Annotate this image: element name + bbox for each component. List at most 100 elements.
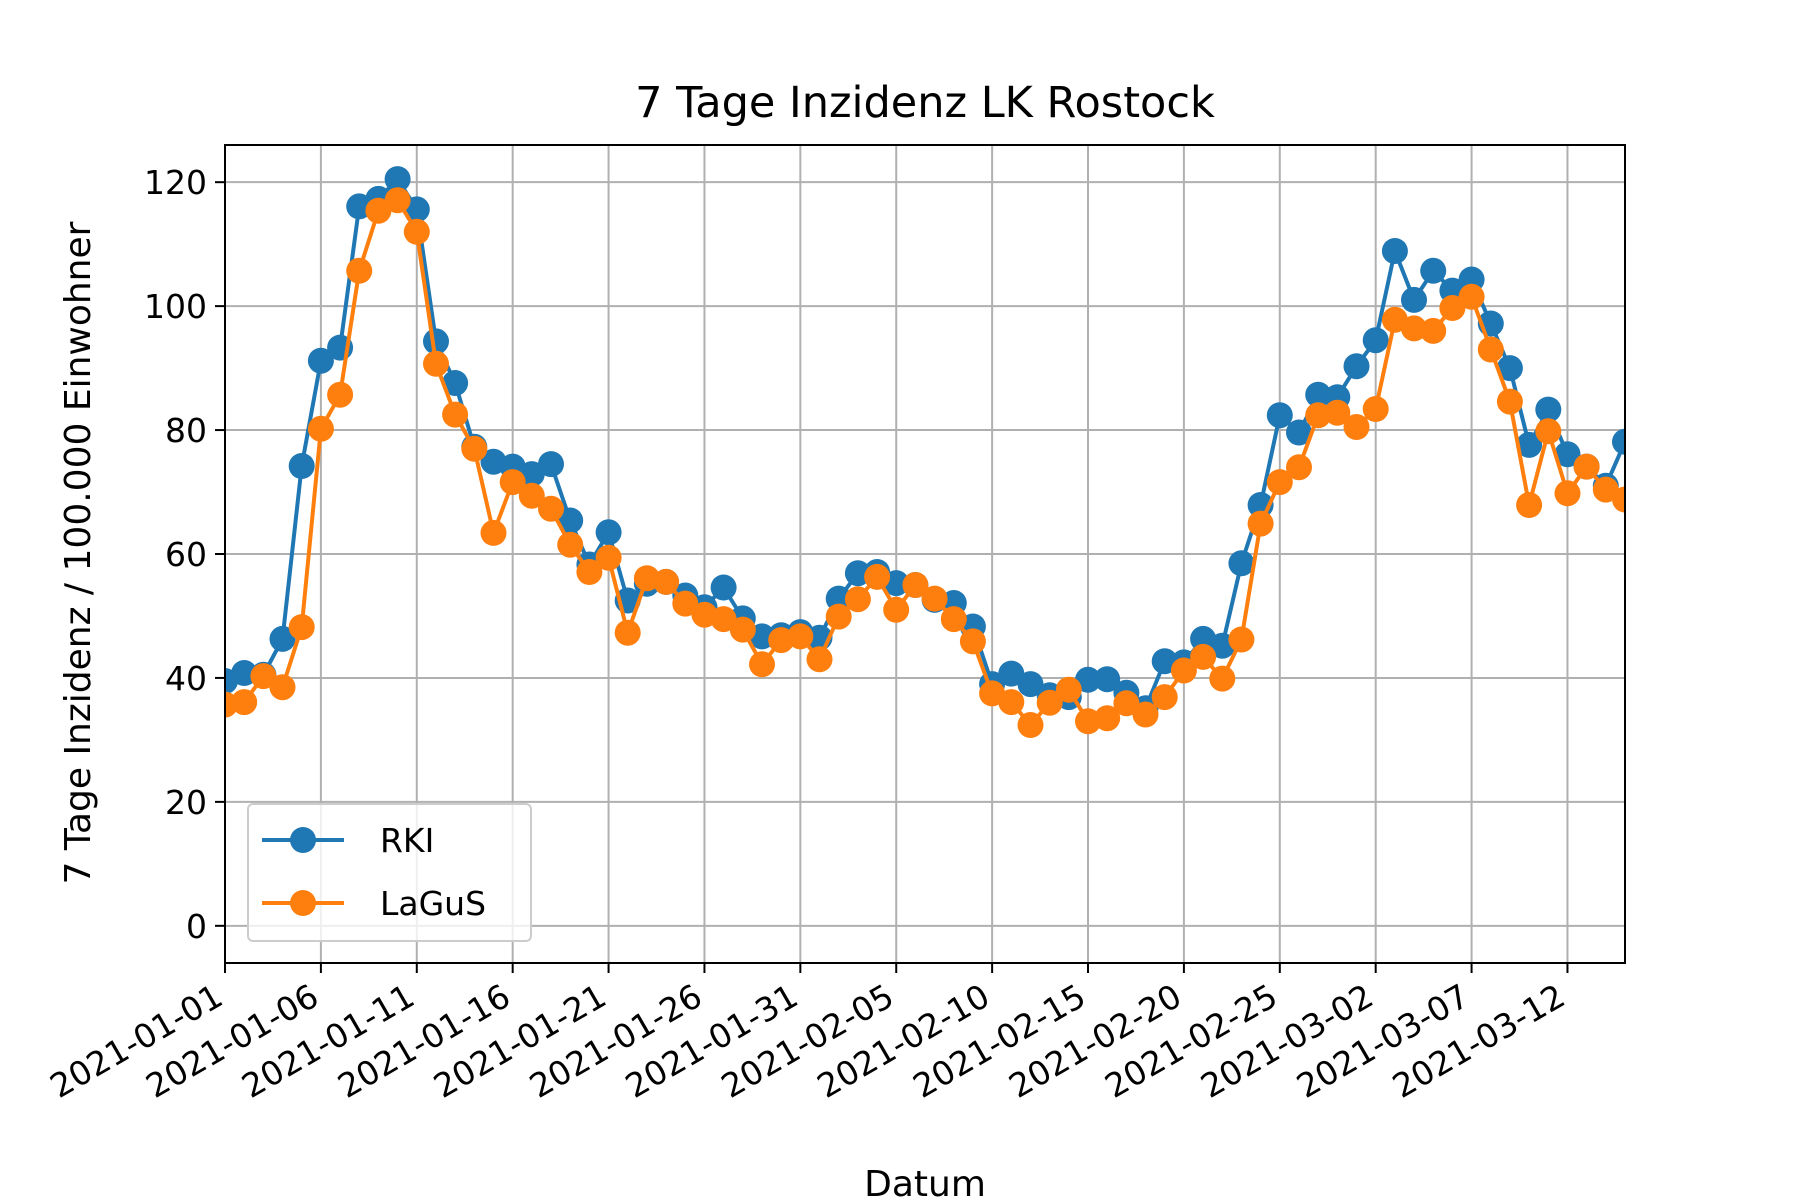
data-point-lagus: [1286, 454, 1312, 481]
legend-marker-lagus: [290, 890, 316, 916]
data-point-rki: [1266, 402, 1293, 429]
series-rki: [225, 166, 1625, 722]
data-point-lagus: [1554, 480, 1581, 507]
legend: RKI LaGuS: [247, 803, 532, 942]
data-point-lagus: [518, 482, 545, 509]
data-point-lagus: [1075, 708, 1101, 735]
data-point-rki: [1343, 353, 1370, 380]
data-point-rki: [1228, 550, 1255, 577]
data-point-rki: [1516, 431, 1543, 458]
chart-title: 7 Tage Inzidenz LK Rostock: [635, 78, 1215, 128]
data-point-lagus: [1190, 643, 1217, 670]
data-point-rki: [998, 660, 1025, 687]
data-point-rki: [1017, 671, 1044, 698]
y-tick-label: 80: [165, 411, 207, 450]
data-point-rki: [1151, 648, 1178, 675]
data-point-rki: [1612, 428, 1625, 455]
data-point-lagus: [384, 187, 411, 214]
data-point-lagus: [1170, 657, 1197, 684]
data-point-lagus: [1420, 317, 1447, 344]
data-point-lagus: [1305, 402, 1332, 429]
data-point-lagus: [403, 218, 430, 245]
data-point-rki: [442, 370, 469, 396]
data-point-lagus: [1113, 690, 1140, 717]
data-point-rki: [1554, 441, 1581, 468]
data-point-lagus: [749, 651, 775, 678]
data-point-rki: [1075, 666, 1101, 693]
data-point-lagus: [787, 623, 814, 650]
data-point-lagus: [1439, 295, 1466, 321]
data-point-rki: [1362, 327, 1389, 354]
data-point-lagus: [1401, 315, 1427, 342]
data-point-lagus: [1362, 396, 1389, 422]
data-point-rki: [595, 519, 622, 546]
data-point-rki: [1496, 355, 1523, 382]
data-point-lagus: [499, 469, 526, 496]
data-point-lagus: [1209, 665, 1236, 692]
data-point-lagus: [1017, 712, 1044, 738]
y-tick-label: 40: [165, 659, 207, 698]
data-point-lagus: [1535, 418, 1562, 445]
x-axis-title: Datum: [864, 1164, 986, 1200]
y-tick-label: 20: [165, 783, 207, 822]
data-point-lagus: [672, 590, 699, 617]
data-point-lagus: [1151, 684, 1178, 711]
data-point-rki: [1094, 666, 1121, 693]
data-point-rki: [307, 347, 334, 374]
data-point-rki: [1286, 419, 1312, 446]
data-point-lagus: [327, 381, 354, 408]
y-tick-label: 60: [165, 535, 207, 574]
data-point-rki: [1535, 396, 1562, 423]
data-point-lagus: [1477, 336, 1504, 363]
data-point-lagus: [231, 689, 258, 716]
data-point-lagus: [998, 689, 1025, 716]
data-point-rki: [1381, 238, 1408, 264]
data-point-rki: [1401, 286, 1427, 313]
data-point-rki: [384, 166, 411, 193]
data-point-lagus: [959, 628, 986, 655]
data-point-lagus: [1516, 492, 1543, 518]
data-point-lagus: [1592, 476, 1619, 503]
data-point-lagus: [940, 606, 967, 633]
data-point-lagus: [864, 563, 891, 590]
data-point-lagus: [538, 495, 564, 522]
data-point-lagus: [288, 614, 315, 641]
data-point-lagus: [269, 674, 296, 701]
data-point-rki: [557, 507, 584, 534]
legend-marker-rki: [290, 827, 316, 853]
data-point-lagus: [1228, 626, 1255, 653]
series-lagus: [225, 187, 1625, 738]
data-point-lagus: [1094, 705, 1121, 732]
data-point-lagus: [1612, 486, 1625, 513]
data-point-rki: [231, 660, 258, 686]
legend-label-lagus: LaGuS: [380, 884, 486, 923]
x-axis-ticks: 2021-01-012021-01-062021-01-112021-01-16…: [43, 963, 1571, 1106]
y-axis-ticks: 0 20 40 60 80 100 120: [144, 163, 225, 946]
data-point-lagus: [480, 519, 507, 546]
data-point-lagus: [442, 401, 469, 428]
data-point-lagus: [576, 559, 603, 585]
series-line-rki: [225, 177, 1625, 711]
data-point-lagus: [346, 257, 373, 284]
data-point-lagus: [825, 603, 852, 630]
data-point-lagus: [423, 350, 449, 377]
data-point-lagus: [614, 619, 641, 646]
y-tick-label: 100: [144, 287, 207, 326]
data-point-lagus: [921, 585, 948, 612]
data-point-lagus: [1055, 676, 1082, 703]
data-point-lagus: [806, 646, 833, 673]
data-point-lagus: [883, 596, 910, 623]
data-point-lagus: [729, 616, 756, 643]
data-point-lagus: [1458, 283, 1485, 310]
y-tick-label: 120: [144, 163, 207, 202]
data-point-rki: [423, 328, 449, 355]
data-point-lagus: [1266, 469, 1293, 496]
data-point-lagus: [844, 586, 871, 613]
data-point-lagus: [653, 568, 680, 595]
data-point-lagus: [902, 572, 929, 598]
legend-label-rki: RKI: [380, 821, 434, 860]
data-point-lagus: [1247, 510, 1274, 537]
data-point-lagus: [595, 544, 622, 571]
data-point-lagus: [1036, 689, 1063, 716]
